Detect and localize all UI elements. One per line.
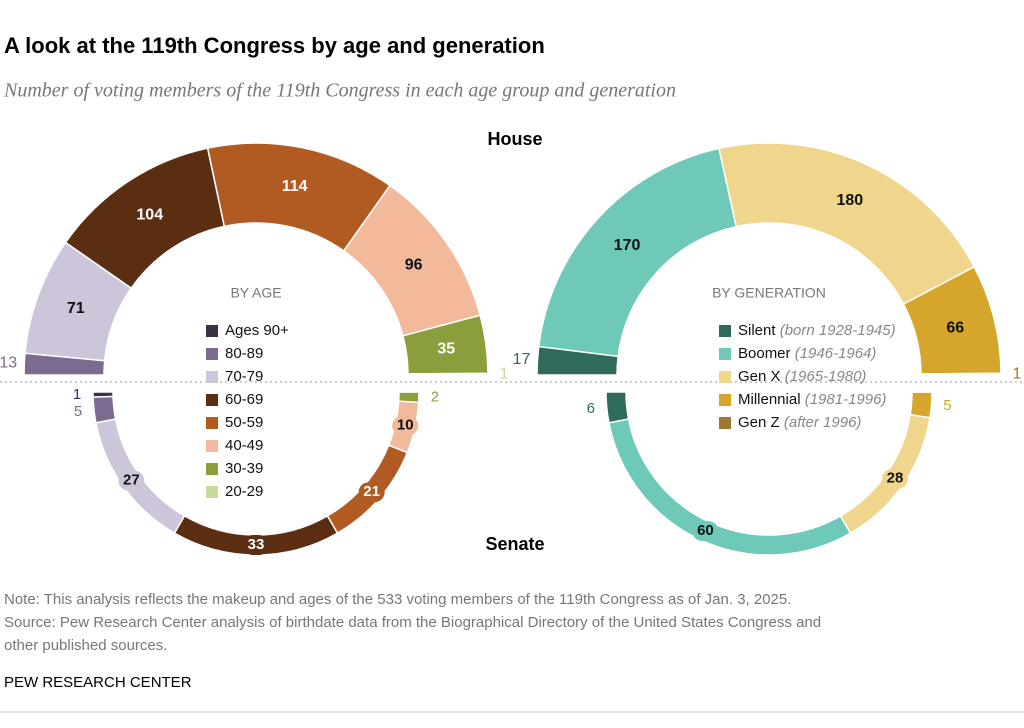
legend-swatch	[206, 371, 218, 383]
legend-swatch	[206, 486, 218, 498]
legend-entry: 60-69	[225, 391, 263, 408]
legend-swatch	[719, 348, 731, 360]
legend-name: Silent	[738, 322, 776, 339]
segment	[608, 418, 852, 556]
legend-name: 20-29	[225, 483, 263, 500]
legend-name: 30-39	[225, 460, 263, 477]
legend-name: 60-69	[225, 391, 263, 408]
legend-entry: Boomer (1946-1964)	[738, 345, 876, 362]
data-label: 5	[74, 403, 82, 420]
data-label: 6	[587, 400, 595, 417]
legend-entry: Ages 90+	[225, 322, 289, 339]
legend-entry: Gen Z (after 1996)	[738, 414, 861, 431]
data-label: 13	[0, 355, 17, 372]
legend-note: (1965-1980)	[785, 368, 867, 385]
chart-label: BY GENERATION	[712, 285, 826, 301]
legend-note: (1946-1964)	[795, 345, 877, 362]
legend-swatch	[206, 325, 218, 337]
legend-entry: Gen X (1965-1980)	[738, 368, 866, 385]
legend-name: 70-79	[225, 368, 263, 385]
segment	[397, 391, 420, 404]
segment	[407, 372, 489, 376]
legend-swatch	[719, 417, 731, 429]
legend-note: (1981-1996)	[805, 391, 887, 408]
data-label: 33	[248, 536, 265, 553]
chart-title: A look at the 119th Congress by age and …	[4, 33, 545, 58]
chart-label: BY AGE	[230, 285, 281, 301]
legend-entry: 70-79	[225, 368, 263, 385]
data-label: 27	[123, 472, 140, 489]
legend-swatch	[719, 325, 731, 337]
data-label: 1	[500, 365, 509, 382]
legend-name: Gen X	[738, 368, 781, 385]
data-label: 170	[614, 237, 641, 254]
legend-entry: 50-59	[225, 414, 263, 431]
legend-entry: Millennial (1981-1996)	[738, 391, 886, 408]
legend-name: Boomer	[738, 345, 791, 362]
legend-swatch	[206, 440, 218, 452]
label-bg	[882, 468, 909, 489]
data-label: 10	[397, 417, 414, 434]
data-label: 1	[1013, 365, 1022, 382]
legend-name: Millennial	[738, 391, 801, 408]
legend-name: Gen Z	[738, 414, 780, 431]
note: Note: This analysis reflects the makeup …	[4, 591, 791, 608]
data-label: 35	[437, 341, 455, 358]
senate-label: Senate	[485, 534, 544, 554]
legend-note: (after 1996)	[784, 414, 862, 431]
legend-swatch	[206, 348, 218, 360]
legend-swatch	[206, 417, 218, 429]
segment	[718, 142, 976, 306]
data-label: 96	[405, 257, 423, 274]
label-bg	[692, 521, 719, 542]
legend-name: Ages 90+	[225, 322, 289, 339]
segment	[920, 372, 1002, 376]
data-label: 2	[431, 389, 439, 406]
legend-name: 40-49	[225, 437, 263, 454]
label-bg	[118, 470, 145, 491]
legend-name: 80-89	[225, 345, 263, 362]
label-bg	[392, 415, 419, 436]
data-label: 114	[282, 178, 308, 195]
house-label: House	[487, 129, 542, 149]
data-label: 5	[943, 397, 951, 414]
legend-entry: 80-89	[225, 345, 263, 362]
footer: PEW RESEARCH CENTER	[4, 674, 192, 691]
legend-swatch	[206, 394, 218, 406]
segment	[605, 391, 630, 424]
note: Source: Pew Research Center analysis of …	[4, 614, 821, 631]
label-bg	[243, 535, 269, 555]
legend-name: 50-59	[225, 414, 263, 431]
note: other published sources.	[4, 637, 167, 654]
segment	[909, 391, 933, 419]
data-label: 180	[836, 192, 863, 209]
label-bg	[358, 482, 385, 503]
data-label: 17	[513, 351, 531, 368]
data-label: 1	[73, 386, 81, 403]
segment	[92, 395, 117, 424]
data-label: 71	[67, 300, 85, 317]
legend-entry: 20-29	[225, 483, 263, 500]
legend-entry: 30-39	[225, 460, 263, 477]
data-label: 60	[697, 522, 714, 539]
subtitle: Number of voting members of the 119th Co…	[3, 80, 676, 102]
data-label: 104	[136, 206, 163, 223]
legend-note: (born 1928-1945)	[780, 322, 896, 339]
data-label: 21	[363, 483, 380, 500]
legend-entry: 40-49	[225, 437, 263, 454]
data-label: 66	[946, 319, 964, 336]
legend-swatch	[719, 394, 731, 406]
legend-swatch	[719, 371, 731, 383]
legend-swatch	[206, 463, 218, 475]
legend-entry: Silent (born 1928-1945)	[738, 322, 896, 339]
data-label: 28	[887, 470, 904, 487]
